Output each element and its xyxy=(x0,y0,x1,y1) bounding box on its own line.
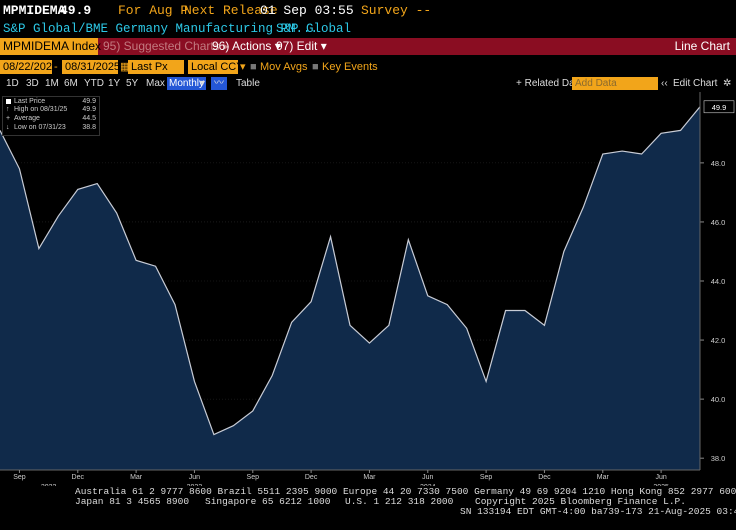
currency-dropdown-icon[interactable]: ▾ xyxy=(240,61,246,73)
y-tick-label: 48.0 xyxy=(711,159,726,168)
x-tick-label: Mar xyxy=(597,474,610,481)
arrow-up-icon: ↑ xyxy=(6,106,10,113)
legend-swatch-icon xyxy=(6,99,11,104)
x-year-label: 2025 xyxy=(653,484,669,486)
ticker-label: MPMIDEMA xyxy=(3,3,66,18)
security-input[interactable]: MPMIDEMA Index xyxy=(0,38,101,55)
security-header: MPMIDEMA 49.9 For Aug P Next Release 01 … xyxy=(0,0,736,20)
footer-phone-line-1: Australia 61 2 9777 8600 Brazil 5511 239… xyxy=(75,486,736,497)
x-axis: Sep Dec Mar Jun Sep Dec Mar Jun Sep Dec Mar Jun 2022… xyxy=(0,469,700,486)
tab-max[interactable]: Max xyxy=(146,78,165,89)
legend-high: ↑ High on 08/31/25 49.9 xyxy=(3,106,99,114)
x-tick-label: Sep xyxy=(13,474,26,481)
y-tick-label: 44.0 xyxy=(711,277,726,286)
legend-last-price: Last Price 49.9 xyxy=(3,98,99,106)
legend-average: + Average 44.5 xyxy=(3,115,99,123)
gear-icon[interactable]: ✲ xyxy=(723,78,732,89)
frequency-select[interactable]: Monthly xyxy=(167,77,207,90)
arrow-down-icon: ↓ xyxy=(6,124,10,131)
tab-5y[interactable]: 5Y xyxy=(126,78,139,89)
footer: Australia 61 2 9777 8600 Brazil 5511 239… xyxy=(0,486,736,530)
legend-average-label: Average xyxy=(14,115,40,122)
series-line xyxy=(0,106,701,436)
legend-low-value: 38.8 xyxy=(82,124,96,131)
y-tick-label: 42.0 xyxy=(711,336,726,345)
calendar-icon[interactable]: ▦ xyxy=(120,61,131,73)
collapse-icon[interactable]: ‹‹ xyxy=(661,78,668,89)
legend-low-label: Low on 07/31/23 xyxy=(14,124,66,131)
x-tick-label: Mar xyxy=(363,474,376,481)
x-tick-label: Dec xyxy=(72,474,85,481)
next-release-value: 01 Sep 03:55 xyxy=(260,3,354,18)
x-year-label: 2022 xyxy=(41,484,57,486)
tab-1m[interactable]: 1M xyxy=(45,78,59,89)
key-events-label[interactable]: Key Events xyxy=(322,61,378,73)
x-year-label: 2023 xyxy=(187,484,203,486)
next-release-label: Next Release xyxy=(184,3,278,18)
dash-icon: + xyxy=(6,115,11,122)
legend-low: ↓ Low on 07/31/23 38.8 xyxy=(3,124,99,132)
tab-3d[interactable]: 3D xyxy=(26,78,39,89)
legend-average-value: 44.5 xyxy=(82,115,96,122)
last-value-box xyxy=(703,100,735,114)
menu-bar: MPMIDEMA Index 95) Suggested Charts ▸ 96… xyxy=(0,38,736,55)
end-date-input[interactable]: 08/31/2025 xyxy=(62,60,120,74)
tab-1d[interactable]: 1D xyxy=(6,78,19,89)
security-description: S&P Global/BME Germany Manufacturing PM.… xyxy=(3,22,319,36)
currency-select[interactable]: Local CCY xyxy=(188,60,244,74)
last-value-label: 49.9 xyxy=(712,103,727,112)
control-row: 08/22/2020 - 08/31/2025 ▦ Last Px Local … xyxy=(0,59,736,75)
x-year-label: 2024 xyxy=(420,484,436,486)
key-events-checkbox[interactable]: ■ xyxy=(312,61,319,73)
period-label: For Aug P xyxy=(118,3,189,18)
footer-copyright: Copyright 2025 Bloomberg Finance L.P. xyxy=(475,496,686,507)
chart-legend: Last Price 49.9 ↑ High on 08/31/25 49.9 … xyxy=(2,96,100,136)
x-tick-label: Mar xyxy=(130,474,143,481)
legend-high-label: High on 08/31/25 xyxy=(14,106,68,113)
pmi-line-chart: 38.0 40.0 42.0 44.0 46.0 48.0 49.9 Sep Dec Mar Ju… xyxy=(0,92,735,486)
chart-type-label: Line Chart xyxy=(674,39,730,53)
actions-menu[interactable]: 96) Actions ▾ xyxy=(212,39,281,53)
footer-singapore: Singapore 65 6212 1000 xyxy=(205,496,331,507)
x-tick-label: Sep xyxy=(480,474,493,481)
field-select[interactable]: Last Px xyxy=(128,60,184,74)
legend-last-label: Last Price xyxy=(14,98,46,105)
y-tick-label: 38.0 xyxy=(711,454,726,463)
related-data-button[interactable]: + Related Dat xyxy=(516,78,578,89)
footer-session: SN 133194 EDT GMT-4:00 ba739-173 21-Aug-… xyxy=(460,506,736,517)
mov-avgs-checkbox[interactable]: ■ xyxy=(250,61,257,73)
legend-high-value: 49.9 xyxy=(82,106,96,113)
start-date-input[interactable]: 08/22/2020 xyxy=(0,60,58,74)
suggested-charts-menu[interactable]: 95) Suggested Charts ▸ xyxy=(103,39,230,53)
footer-us: U.S. 1 212 318 2000 xyxy=(345,496,454,507)
frequency-dropdown-icon[interactable]: ▾ xyxy=(200,78,206,89)
mov-avgs-label[interactable]: Mov Avgs xyxy=(260,61,308,73)
last-value: 49.9 xyxy=(60,3,92,18)
x-tick-label: Jun xyxy=(189,474,200,481)
x-tick-label: Jun xyxy=(422,474,433,481)
tab-1y[interactable]: 1Y xyxy=(108,78,121,89)
x-tick-label: Dec xyxy=(305,474,318,481)
x-tick-label: Dec xyxy=(538,474,551,481)
x-tick-label: Sep xyxy=(247,474,260,481)
edit-chart-button[interactable]: Edit Chart xyxy=(673,78,718,89)
x-tick-label: Jun xyxy=(655,474,666,481)
add-data-input[interactable]: Add Data xyxy=(572,77,658,90)
line-chart-icon[interactable]: 〰 xyxy=(211,77,227,90)
table-tab[interactable]: Table xyxy=(236,78,260,89)
date-separator: - xyxy=(54,61,58,73)
y-tick-label: 40.0 xyxy=(711,395,726,404)
y-tick-label: 46.0 xyxy=(711,218,726,227)
tab-6m[interactable]: 6M xyxy=(64,78,78,89)
security-description-row: S&P Global/BME Germany Manufacturing PM.… xyxy=(0,20,736,38)
footer-japan: Japan 81 3 4565 8900 xyxy=(75,496,190,507)
edit-menu[interactable]: 97) Edit ▾ xyxy=(276,39,327,53)
series-area xyxy=(0,106,700,470)
survey-label: Survey -- xyxy=(361,3,432,18)
legend-last-value: 49.9 xyxy=(82,98,96,105)
y-axis: 38.0 40.0 42.0 44.0 46.0 48.0 49.9 xyxy=(699,92,735,470)
source-label: S&P Global xyxy=(276,22,352,36)
range-tabs: 1D 3D 1M 6M YTD 1Y 5Y Max Monthly ▾ 〰 Ta… xyxy=(0,76,736,91)
tab-ytd[interactable]: YTD xyxy=(84,78,104,89)
